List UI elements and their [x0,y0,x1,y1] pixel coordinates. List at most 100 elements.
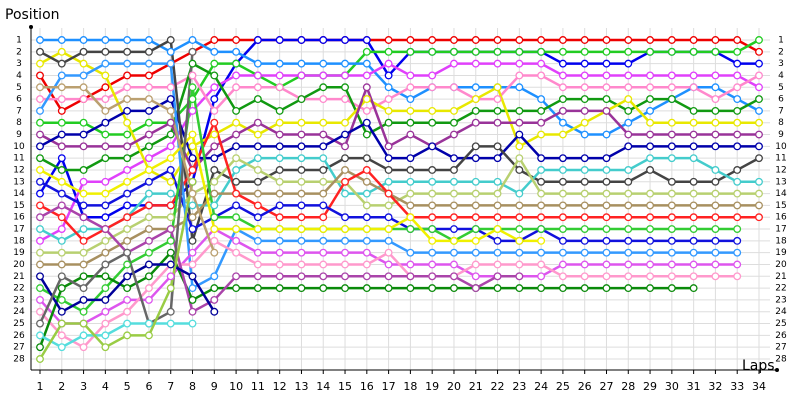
lap-marker [515,236,524,245]
lap-marker [57,225,66,233]
lap-marker [36,272,44,281]
lap-marker [275,142,284,151]
lap-marker [36,142,44,151]
lap-marker [493,236,502,245]
lap-marker [450,236,458,245]
series-line [39,156,759,243]
lap-marker [471,225,480,233]
lap-marker [711,236,720,245]
lap-marker [253,118,262,127]
lap-marker [144,166,153,174]
lap-marker [101,272,110,281]
lap-marker [188,166,197,174]
lap-marker [602,260,611,269]
lap-marker [602,189,611,198]
y-tick-label-right: 24 [775,307,787,317]
lap-marker [450,248,458,257]
lap-marker [755,83,763,92]
lap-marker [711,71,720,80]
lap-marker [667,71,676,80]
lap-marker [166,83,175,92]
lap-marker [101,130,110,139]
lap-marker [646,225,655,233]
lap-marker [667,248,676,257]
lap-marker [210,236,219,245]
lap-marker [646,284,655,293]
lap-marker [166,118,175,127]
lap-marker [188,47,197,56]
lap-marker [166,236,175,245]
lap-marker [362,177,371,186]
lap-marker [166,319,175,328]
lap-marker [36,319,44,328]
lap-marker [580,59,589,68]
lap-marker [515,71,524,80]
lap-marker [646,71,655,80]
lap-marker [232,106,241,115]
lap-marker [210,47,219,56]
lap-marker [471,260,480,269]
lap-marker [297,225,306,233]
lap-marker [123,213,132,222]
lap-marker [144,272,153,281]
lap-marker [733,166,742,174]
lap-marker [79,166,88,174]
lap-marker [275,284,284,293]
lap-marker [341,118,349,127]
lap-marker [144,319,153,328]
lap-marker [624,236,633,245]
lap-marker [166,284,175,293]
lap-marker [123,177,132,186]
lap-marker [493,83,502,92]
lap-marker [667,36,676,44]
lap-marker [624,177,633,186]
lap-marker [471,154,480,163]
series-line [40,38,760,136]
y-tick-label-right: 20 [775,260,787,270]
lap-marker [580,71,589,80]
lap-marker [406,95,415,104]
lap-marker [36,331,44,340]
lap-marker [624,71,633,80]
lap-marker [123,248,132,257]
lap-marker [733,142,742,151]
lap-marker [319,177,328,186]
lap-marker [101,331,110,340]
lap-marker [362,272,371,281]
y-tick-label-right: 21 [775,272,786,282]
x-tick-label: 18 [403,380,417,393]
lap-marker [755,106,763,115]
lap-marker [210,36,219,44]
lap-marker [428,225,437,233]
x-tick-label: 8 [189,380,196,393]
lap-marker [646,83,655,92]
lap-marker [362,130,371,139]
lap-marker [144,284,153,293]
lap-marker [101,213,110,222]
lap-marker [166,59,175,68]
lap-marker [188,142,197,151]
y-tick-label: 9 [16,130,22,140]
lap-marker [297,189,306,198]
lap-marker [36,106,44,115]
lap-marker [57,166,66,174]
lap-marker [384,177,393,186]
lap-marker [275,260,284,269]
lap-marker [101,295,110,304]
lap-marker [624,260,633,269]
lap-marker [36,355,44,363]
lap-marker [493,213,502,222]
lap-marker [123,225,132,233]
lap-marker [537,248,546,257]
lap-marker [36,201,44,210]
lap-marker [384,189,393,198]
lap-marker [602,36,611,44]
lap-marker [144,225,153,233]
lap-marker [755,95,763,104]
lap-marker [384,248,393,257]
lap-marker [362,118,371,127]
lap-marker [580,83,589,92]
lap-marker [733,59,742,68]
lap-marker [144,47,153,56]
lap-marker [755,47,763,56]
